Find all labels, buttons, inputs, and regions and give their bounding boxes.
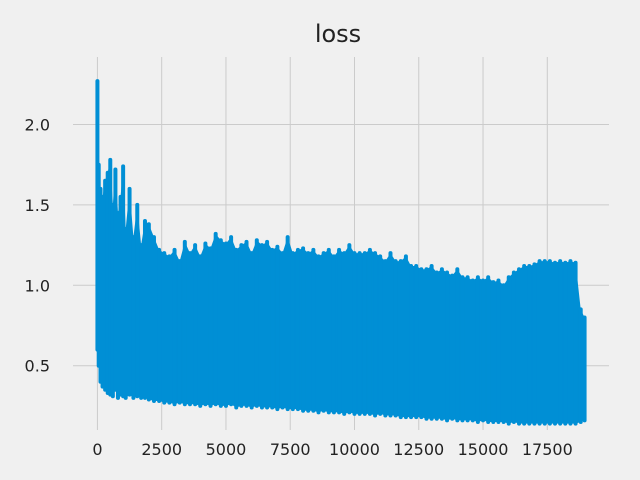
y-tick-label: 1.0	[25, 276, 50, 295]
series-loss	[95, 79, 587, 426]
y-tick-label: 0.5	[25, 357, 50, 376]
x-tick-label: 10000	[329, 440, 380, 459]
x-tick-label: 7500	[270, 440, 311, 459]
x-tick-label: 17500	[522, 440, 573, 459]
y-tick-label: 1.5	[25, 196, 50, 215]
x-tick-label: 0	[92, 440, 102, 459]
x-axis: 0 2500 5000 7500 10000 12500 15000 17500	[92, 440, 572, 459]
x-tick-label: 2500	[141, 440, 182, 459]
x-tick-label: 15000	[458, 440, 509, 459]
x-tick-label: 5000	[206, 440, 247, 459]
y-axis: 0.5 1.0 1.5 2.0	[25, 116, 50, 376]
chart-title: loss	[315, 20, 361, 48]
y-tick-label: 2.0	[25, 116, 50, 135]
x-tick-label: 12500	[393, 440, 444, 459]
